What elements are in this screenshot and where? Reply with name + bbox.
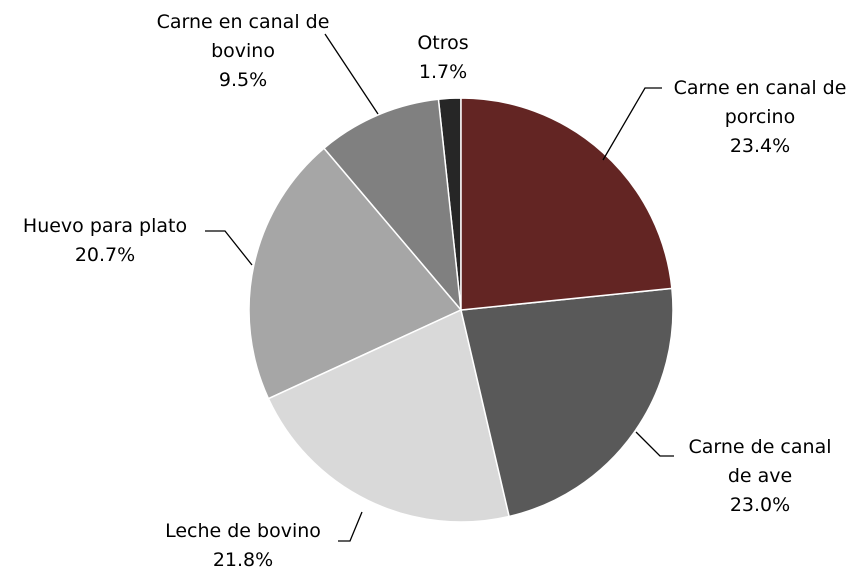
- slice-label: Leche de bovino 21.8%: [148, 517, 338, 575]
- category-name: Carne de canal de ave: [688, 436, 832, 487]
- pie-slice: [322, 98, 463, 313]
- category-name: Leche de bovino: [165, 520, 321, 542]
- leader-line: [338, 511, 363, 542]
- value-label: 20.7%: [74, 244, 136, 266]
- leader-line: [635, 431, 674, 457]
- pie-slice: [267, 308, 511, 523]
- value-label: 1.7%: [418, 61, 468, 83]
- pie-slice: [460, 287, 674, 518]
- slice-label: Otros 1.7%: [403, 29, 483, 87]
- category-name: Otros: [417, 32, 469, 54]
- leader-line: [205, 230, 253, 266]
- value-label: 23.0%: [729, 494, 791, 516]
- category-name: Carne en canal de bovino: [156, 11, 330, 62]
- category-name: Carne en canal de porcino: [673, 77, 847, 128]
- category-name: Huevo para plato: [22, 215, 188, 237]
- slice-label: Carne en canal de porcino 23.4%: [655, 74, 864, 161]
- pie-slice: [248, 147, 463, 400]
- value-label: 9.5%: [218, 69, 268, 91]
- pie-slice: [460, 97, 673, 311]
- slice-label: Huevo para plato 20.7%: [5, 212, 205, 270]
- leader-line: [602, 87, 662, 161]
- leader-line: [324, 33, 379, 115]
- slice-label: Carne de canal de ave 23.0%: [680, 433, 840, 520]
- value-label: 23.4%: [729, 135, 791, 157]
- value-label: 21.8%: [212, 549, 274, 571]
- slice-label: Carne en canal de bovino 9.5%: [138, 8, 348, 95]
